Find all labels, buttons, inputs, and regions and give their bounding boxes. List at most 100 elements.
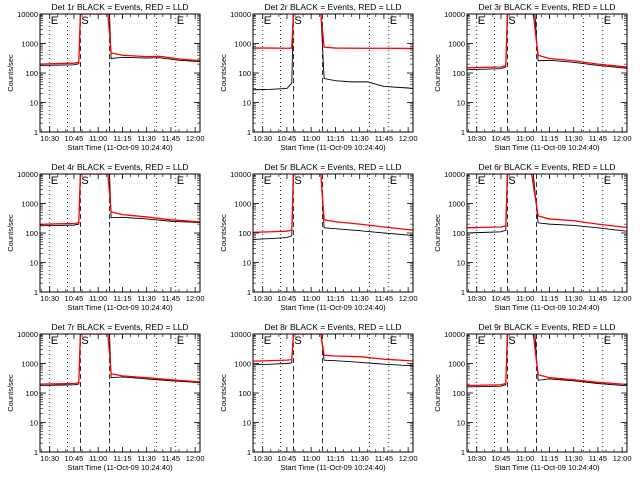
y-tick-label: 1000 [448,40,465,49]
x-tick-label: 11:15 [113,294,131,303]
x-tick-label: 11:15 [113,454,131,463]
series-lld [253,334,413,362]
x-tick-label: 11:15 [326,134,344,143]
x-tick-label: 11:00 [302,294,320,303]
marker-label: S [81,335,88,347]
panel-title: Det 3r BLACK = Events, RED = LLD [478,2,615,12]
x-tick-label: 10:45 [65,454,84,463]
panel-title: Det 6r BLACK = Events, RED = LLD [478,162,615,172]
x-tick-label: 10:45 [492,134,511,143]
x-tick-label: 10:45 [278,134,297,143]
panel-det-2: E S E 1 10 100 1000 10000 10:30 10:45 11:00 11:15 11… [219,2,418,152]
marker-label: E [390,335,397,347]
series-lld [253,174,413,234]
panel-title: Det 1r BLACK = Events, RED = LLD [51,2,188,12]
y-tick-label: 1 [247,128,251,137]
panel-title: Det 2r BLACK = Events, RED = LLD [264,2,401,12]
x-tick-label: 11:00 [516,454,534,463]
marker-label: E [264,15,271,27]
series-lld [253,14,413,50]
y-axis-label: Counts/sec [6,54,15,92]
y-tick-label: 10 [30,99,38,108]
y-tick-label: 1 [34,448,38,457]
x-tick-label: 10:45 [278,454,297,463]
y-tick-label: 1000 [234,40,251,49]
y-tick-label: 100 [238,69,251,78]
marker-label: S [508,15,515,27]
x-axis-label: Start Time (11-Oct-09 10:24:40) [494,143,600,152]
panel-title: Det 9r BLACK = Events, RED = LLD [478,322,615,332]
x-tick-label: 11:00 [89,454,107,463]
marker-label: E [51,15,58,27]
x-tick-label: 12:00 [399,134,418,143]
x-tick-label: 11:45 [162,294,180,303]
x-axis-label: Start Time (11-Oct-09 10:24:40) [280,463,386,472]
x-tick-label: 11:45 [375,134,393,143]
x-axis-label: Start Time (11-Oct-09 10:24:40) [494,463,600,472]
panel-det-6: E S E 1 10 100 1000 10000 10:30 10:45 11:00 11:15 11… [433,162,632,312]
y-tick-label: 1000 [21,40,38,49]
series-lld [40,334,200,385]
x-tick-label: 12:00 [186,134,205,143]
panel-title: Det 7r BLACK = Events, RED = LLD [51,322,188,332]
x-tick-label: 10:30 [467,294,486,303]
y-tick-label: 10000 [17,170,38,179]
y-tick-label: 1000 [448,360,465,369]
y-axis-label: Counts/sec [219,214,228,252]
y-tick-label: 10000 [17,330,38,339]
x-tick-label: 10:30 [467,454,486,463]
y-tick-label: 1 [247,288,251,297]
y-tick-label: 10 [30,259,38,268]
marker-label: E [177,15,184,27]
x-tick-label: 11:30 [138,294,156,303]
panel-det-3: E S E 1 10 100 1000 10000 10:30 10:45 11:00 11:15 11… [433,2,632,152]
marker-label: E [177,175,184,187]
y-tick-label: 1 [34,288,38,297]
x-tick-label: 11:30 [351,294,369,303]
marker-label: S [294,15,301,27]
marker-label: E [478,175,485,187]
x-tick-label: 11:15 [540,134,558,143]
y-axis-label: Counts/sec [219,374,228,412]
y-tick-label: 10000 [230,170,251,179]
x-tick-label: 11:00 [516,294,534,303]
marker-label: S [294,175,301,187]
x-tick-label: 11:45 [375,454,393,463]
x-tick-label: 11:00 [89,134,107,143]
x-tick-label: 10:30 [40,134,59,143]
panel-det-5: E S E 1 10 100 1000 10000 10:30 10:45 11:00 11:15 11… [219,162,418,312]
marker-label: S [294,335,301,347]
x-tick-label: 10:45 [278,294,297,303]
y-tick-label: 10000 [444,170,465,179]
y-tick-label: 1000 [448,200,465,209]
x-tick-label: 10:30 [467,134,486,143]
series-events [253,14,413,91]
x-tick-label: 11:30 [565,294,583,303]
y-tick-label: 1000 [21,200,38,209]
y-tick-label: 10000 [230,10,251,19]
y-tick-label: 10 [243,259,251,268]
marker-label: E [51,175,58,187]
y-tick-label: 10 [457,259,465,268]
x-tick-label: 10:45 [492,454,511,463]
y-tick-label: 1 [247,448,251,457]
x-tick-label: 11:15 [540,454,558,463]
panel-title: Det 4r BLACK = Events, RED = LLD [51,162,188,172]
marker-label: E [604,335,611,347]
y-tick-label: 1 [461,128,465,137]
series-lld [467,14,627,69]
x-tick-label: 10:30 [253,294,272,303]
y-tick-label: 10 [457,419,465,428]
x-tick-label: 11:15 [113,134,131,143]
x-tick-label: 12:00 [399,294,418,303]
y-axis-label: Counts/sec [433,374,442,412]
panel-det-1: E S E 1 10 100 1000 10000 10:30 10:45 11:00 11:15 11… [6,2,205,152]
x-tick-label: 12:00 [186,294,205,303]
y-tick-label: 1000 [234,360,251,369]
x-axis-label: Start Time (11-Oct-09 10:24:40) [67,463,173,472]
x-axis-label: Start Time (11-Oct-09 10:24:40) [67,143,173,152]
y-tick-label: 10 [30,419,38,428]
y-axis-label: Counts/sec [219,54,228,92]
x-tick-label: 10:45 [492,294,511,303]
x-tick-label: 11:30 [138,454,156,463]
